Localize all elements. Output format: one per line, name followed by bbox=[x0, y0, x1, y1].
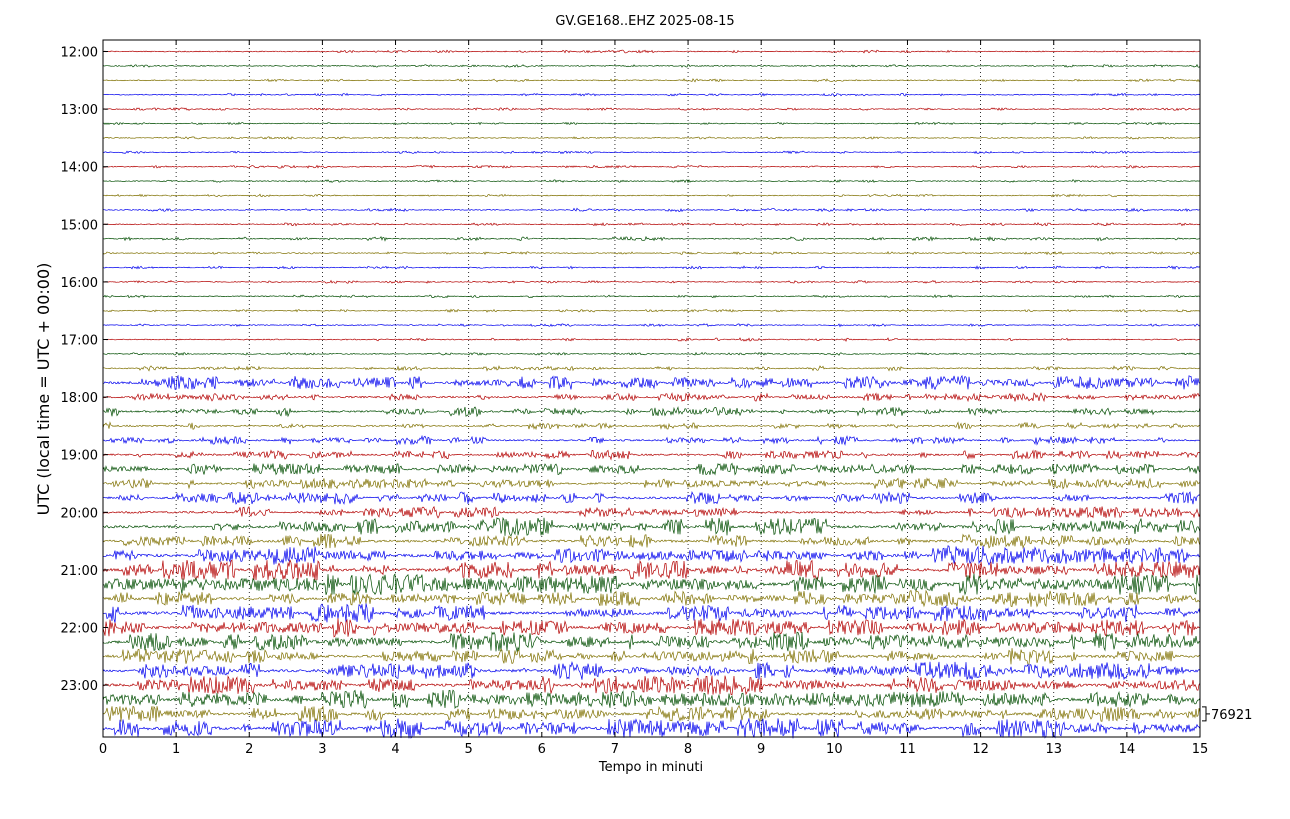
y-tick-label: 16:00 bbox=[61, 276, 98, 291]
trace-line bbox=[102, 294, 1201, 299]
trace-line bbox=[102, 449, 1201, 461]
x-tick-label: 5 bbox=[465, 742, 473, 757]
trace-line bbox=[102, 235, 1201, 242]
scale-bracket bbox=[1202, 706, 1207, 722]
trace-line bbox=[102, 107, 1201, 112]
trace-line bbox=[102, 718, 1201, 739]
x-tick-label: 1 bbox=[172, 742, 180, 757]
x-tick-label: 0 bbox=[99, 742, 107, 757]
trace-line bbox=[102, 323, 1201, 328]
trace-line bbox=[102, 462, 1201, 476]
trace-line bbox=[102, 392, 1201, 403]
x-tick-label: 9 bbox=[757, 742, 765, 757]
y-tick-label: 23:00 bbox=[61, 679, 98, 694]
y-tick-label: 19:00 bbox=[61, 449, 98, 464]
trace-line bbox=[102, 704, 1201, 723]
trace-line bbox=[102, 589, 1201, 608]
trace-line bbox=[102, 505, 1201, 519]
grid-lines bbox=[175, 40, 1128, 737]
chart-title: GV.GE168..EHZ 2025-08-15 bbox=[555, 14, 734, 29]
trace-line bbox=[102, 121, 1201, 126]
trace-line bbox=[102, 631, 1201, 653]
trace-line bbox=[102, 78, 1201, 83]
x-tick-label: 14 bbox=[1119, 742, 1136, 757]
x-axis: 0 1 2 3 4 5 6 7 8 9 10 11 12 13 14 15 bbox=[99, 40, 1208, 757]
trace-line bbox=[102, 545, 1201, 566]
x-tick-label: 12 bbox=[972, 742, 989, 757]
trace-line bbox=[102, 533, 1201, 550]
y-tick-label: 12:00 bbox=[61, 46, 98, 61]
trace-line bbox=[102, 516, 1201, 537]
trace-line bbox=[102, 49, 1201, 54]
y-axis: 12:00 13:00 14:00 15:00 16:00 17:00 18:00 19:00… bbox=[61, 46, 108, 694]
trace-line bbox=[102, 689, 1201, 709]
x-tick-label: 6 bbox=[538, 742, 546, 757]
trace-line bbox=[102, 434, 1201, 446]
trace-line bbox=[102, 618, 1201, 638]
trace-line bbox=[102, 351, 1201, 356]
y-axis-label: UTC (local time = UTC + 00:00) bbox=[34, 263, 53, 516]
trace-line bbox=[102, 193, 1201, 198]
trace-line bbox=[102, 661, 1201, 681]
trace-line bbox=[102, 648, 1201, 665]
scale-label: 76921 bbox=[1211, 708, 1252, 723]
trace-line bbox=[102, 265, 1201, 270]
trace-line bbox=[102, 559, 1201, 581]
trace-line bbox=[102, 279, 1201, 284]
y-tick-label: 13:00 bbox=[61, 103, 98, 118]
trace-line bbox=[102, 251, 1200, 256]
x-tick-label: 4 bbox=[391, 742, 399, 757]
trace-line bbox=[102, 150, 1201, 155]
y-tick-label: 14:00 bbox=[61, 161, 98, 176]
x-tick-label: 10 bbox=[826, 742, 843, 757]
trace-line bbox=[102, 491, 1201, 505]
trace-line bbox=[102, 337, 1201, 342]
y-tick-label: 15:00 bbox=[61, 218, 98, 233]
x-tick-label: 15 bbox=[1192, 742, 1209, 757]
y-tick-label: 17:00 bbox=[61, 334, 98, 349]
trace-line bbox=[102, 421, 1201, 431]
trace-line bbox=[102, 164, 1201, 169]
trace-line bbox=[102, 63, 1201, 68]
x-tick-label: 2 bbox=[245, 742, 253, 757]
trace-line bbox=[102, 374, 1201, 391]
y-tick-label: 18:00 bbox=[61, 391, 98, 406]
x-tick-label: 11 bbox=[899, 742, 916, 757]
x-tick-label: 8 bbox=[684, 742, 692, 757]
x-axis-label: Tempo in minuti bbox=[598, 760, 703, 775]
trace-line bbox=[102, 136, 1201, 140]
trace-line bbox=[102, 675, 1201, 696]
y-tick-label: 20:00 bbox=[61, 506, 98, 521]
x-tick-label: 7 bbox=[611, 742, 619, 757]
trace-line bbox=[102, 179, 1200, 184]
x-tick-label: 13 bbox=[1045, 742, 1062, 757]
scale-indicator: 76921 bbox=[1202, 706, 1252, 723]
trace-line bbox=[102, 92, 1201, 97]
trace-line bbox=[102, 603, 1201, 624]
y-tick-label: 21:00 bbox=[61, 564, 98, 579]
trace-layer bbox=[102, 49, 1201, 739]
trace-line bbox=[102, 308, 1201, 313]
trace-line bbox=[102, 365, 1201, 372]
trace-line bbox=[102, 573, 1201, 596]
x-tick-label: 3 bbox=[318, 742, 326, 757]
trace-line bbox=[102, 477, 1201, 490]
trace-line bbox=[102, 406, 1201, 418]
trace-line bbox=[102, 207, 1200, 213]
trace-line bbox=[102, 222, 1201, 227]
plot-frame bbox=[102, 39, 1201, 738]
y-tick-label: 22:00 bbox=[61, 622, 98, 637]
